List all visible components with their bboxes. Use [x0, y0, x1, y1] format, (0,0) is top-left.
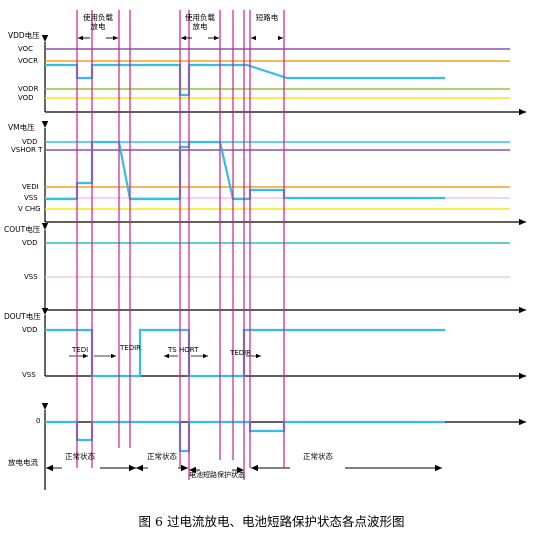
state3-label: 电池短路保护状态	[189, 471, 245, 479]
vdd-waveform	[45, 63, 445, 97]
dout-panel-title: DOUT电压	[4, 312, 41, 321]
event-markers	[76, 10, 285, 480]
dout-panel	[41, 308, 526, 380]
header-short: 短路电	[255, 13, 279, 22]
cout-panel-title: COUT电压	[4, 225, 41, 234]
tedi-label: TEDI	[72, 346, 89, 354]
header-discharge-1: 使用负载放电	[83, 13, 113, 31]
vodr-label: VODR	[18, 85, 39, 93]
vm-waveform	[45, 140, 445, 201]
tedir1-label: TEDIR	[120, 344, 142, 352]
tshort-label: TS HORT	[168, 346, 199, 354]
vshort-label: VSHOR T	[11, 146, 43, 154]
dout-vdd-label: VDD	[22, 326, 38, 334]
vdd-panel	[41, 35, 526, 116]
cout-panel	[41, 223, 526, 314]
state1-label: 正常状态	[65, 452, 95, 461]
vedi-label: VEDI	[22, 183, 39, 191]
current-panel	[41, 403, 526, 490]
vocr-label: VOCR	[18, 57, 38, 65]
cout-vdd-label: VDD	[22, 239, 38, 247]
current-panel-title: 放电电流	[8, 458, 38, 467]
vchg-label: V CHG	[18, 205, 41, 213]
cout-vss-label: VSS	[24, 273, 38, 281]
vm-vdd-label: VDD	[22, 138, 38, 146]
current-waveform	[45, 420, 445, 453]
figure-caption: 图 6 过电流放电、电池短路保护状态各点波形图	[138, 514, 405, 529]
vm-vss-label: VSS	[24, 194, 38, 202]
dout-vss-label: VSS	[22, 371, 36, 379]
voc-label: VOC	[18, 45, 34, 53]
current-zero-label: 0	[36, 417, 41, 425]
tedir2-label: TEDIR	[230, 349, 252, 357]
state2-label: 正常状态	[147, 452, 177, 461]
vdd-panel-title: VDD电压	[8, 31, 40, 40]
state4-label: 正常状态	[303, 452, 333, 461]
vod-label: VOD	[18, 94, 34, 102]
vm-panel-title: VM电压	[8, 123, 35, 132]
vm-panel	[41, 121, 526, 226]
header-discharge-2: 使用负载放电	[185, 13, 215, 31]
